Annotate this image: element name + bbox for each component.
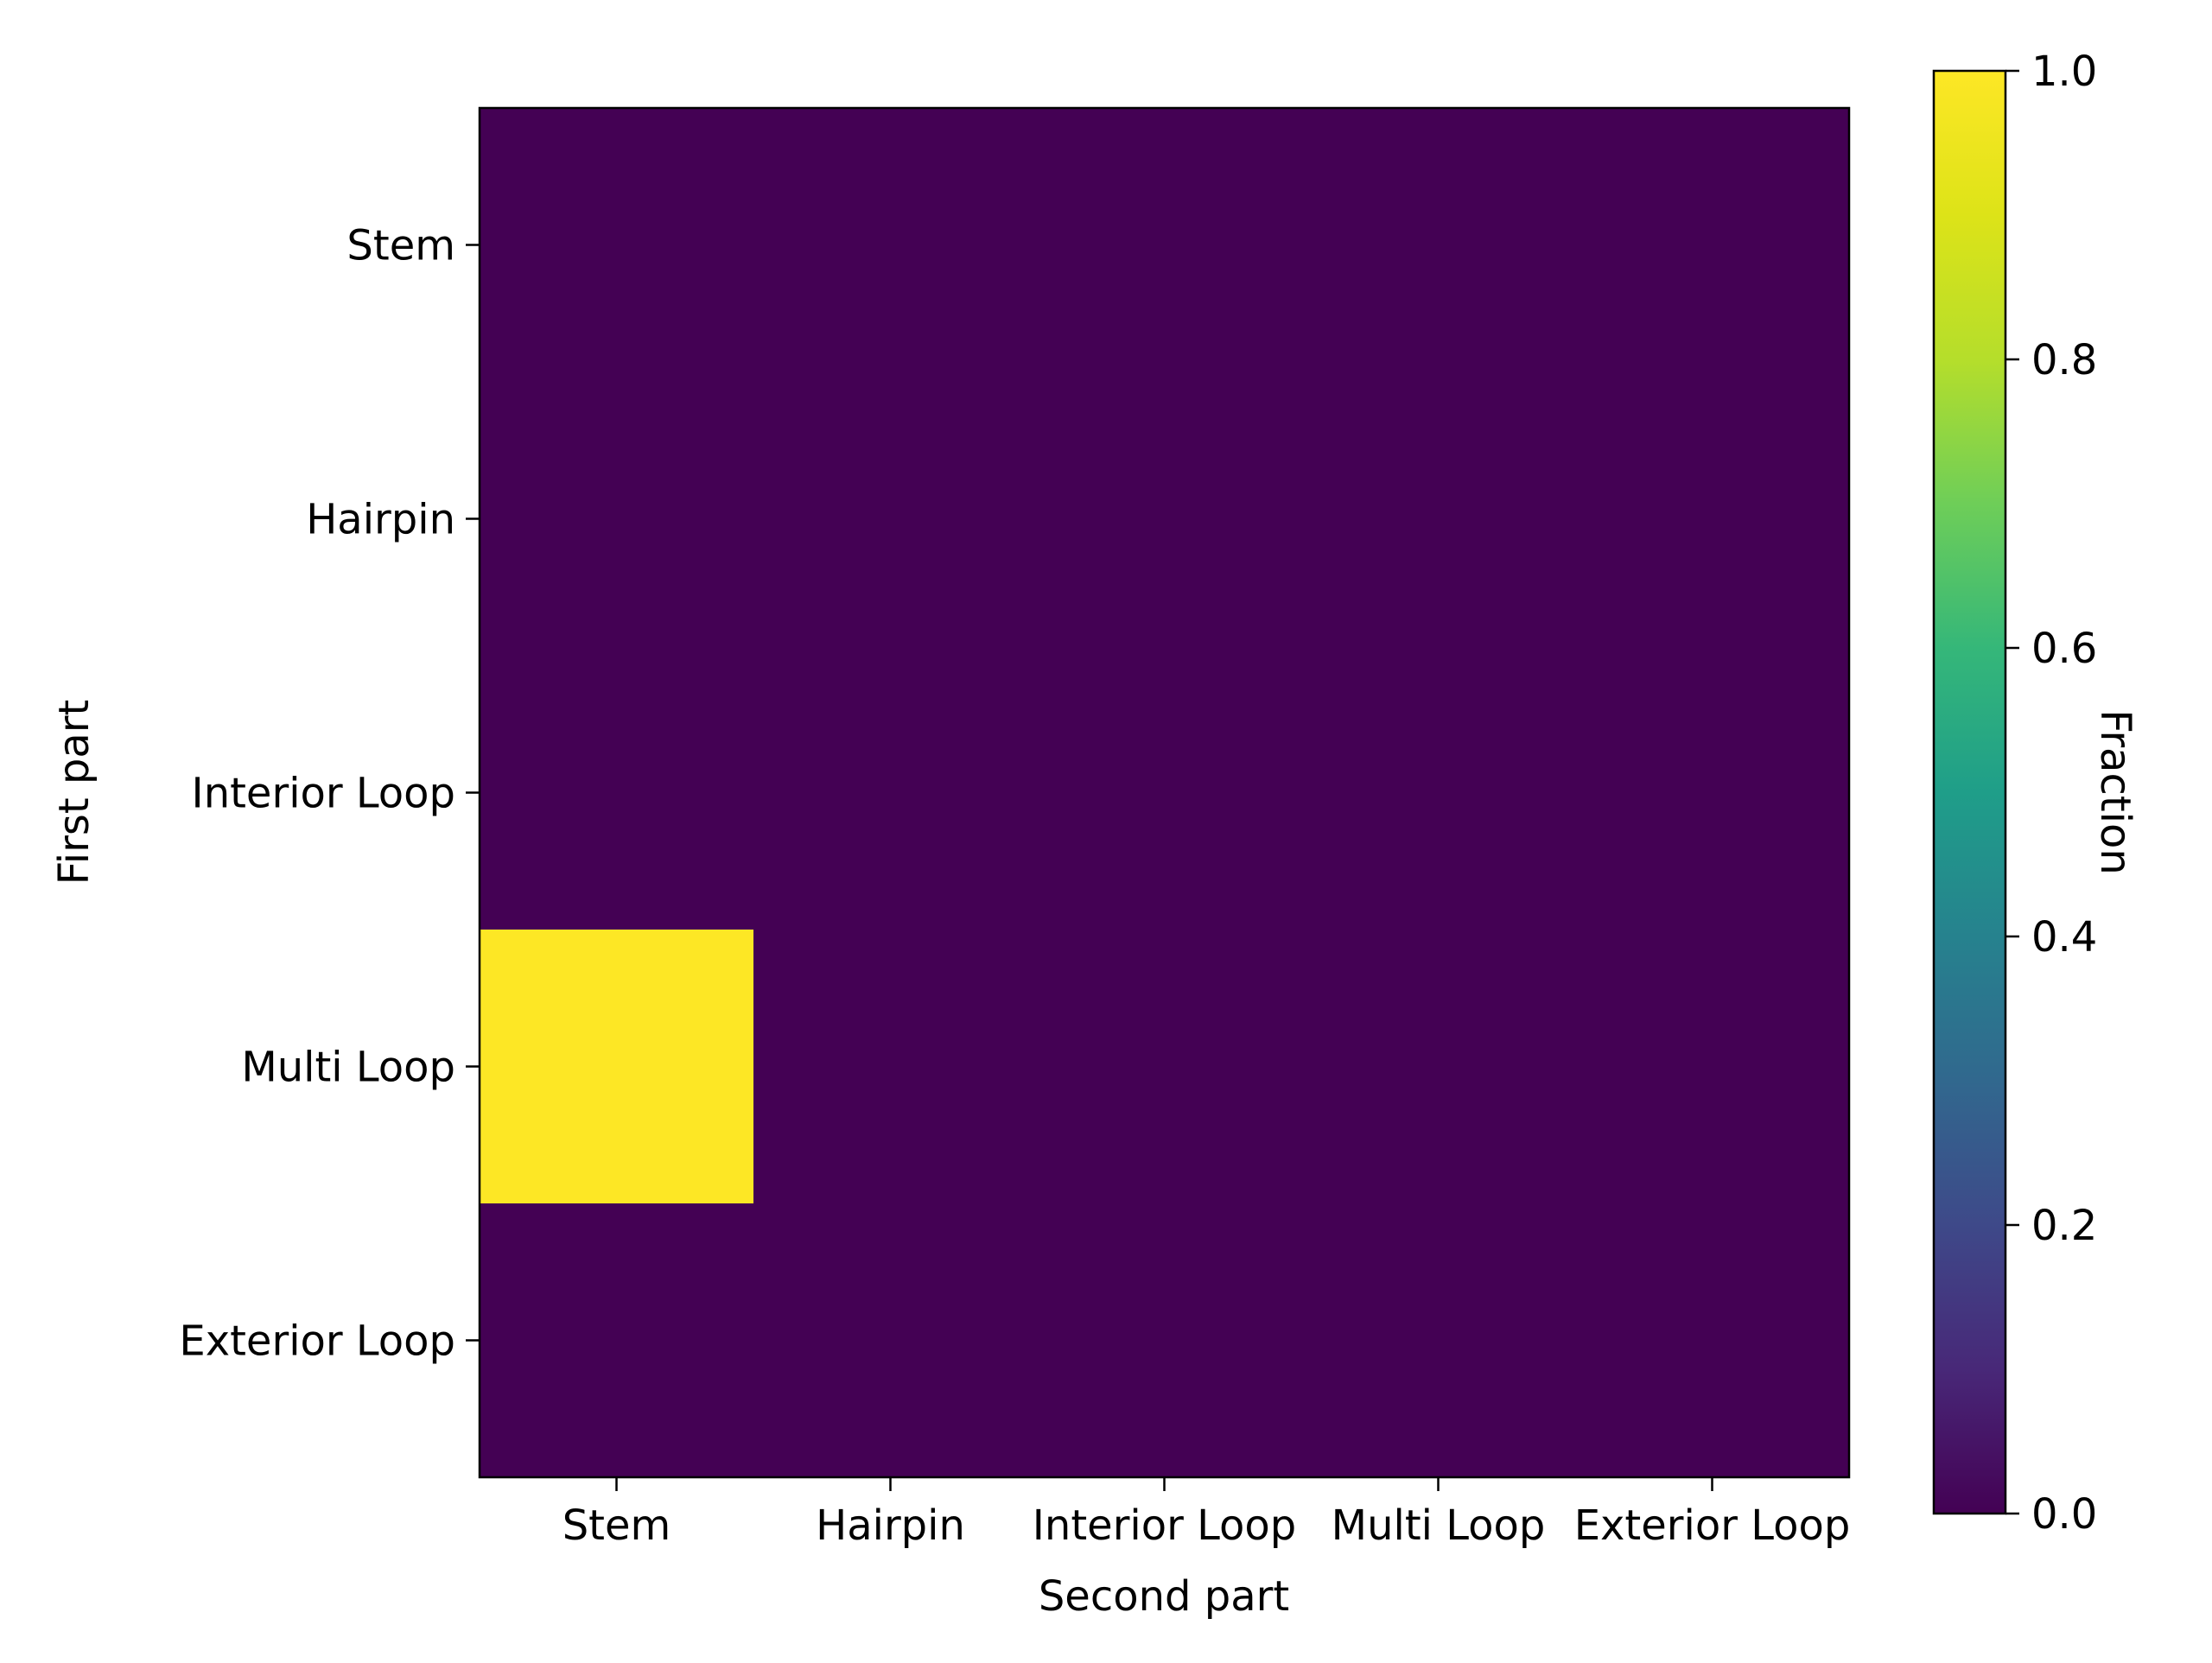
colorbar-ticks: 0.0 0.2 0.4 0.6 0.8 1.0 (2005, 48, 2097, 1539)
heatmap-cell (753, 1203, 1028, 1478)
x-tick-label: Hairpin (816, 1501, 965, 1550)
x-tick-label: Stem (563, 1501, 671, 1550)
x-tick-label: Multi Loop (1332, 1501, 1546, 1550)
y-axis-ticks: Stem Hairpin Interior Loop Multi Loop Exteri… (179, 222, 480, 1366)
x-axis-label: Second part (1039, 1572, 1289, 1621)
heatmap-cell (1301, 108, 1576, 383)
colorbar-gradient (1932, 69, 2007, 1515)
heatmap-cell (1301, 930, 1576, 1204)
y-tick-label: Interior Loop (192, 770, 455, 818)
heatmap-cell (753, 382, 1028, 657)
heatmap-cell (1301, 1203, 1576, 1478)
heatmap-cell (1575, 382, 1850, 657)
x-tick-label: Exterior Loop (1574, 1501, 1851, 1550)
x-tick-label: Interior Loop (1033, 1501, 1296, 1550)
heatmap-cell (1301, 656, 1576, 930)
heatmap-cell (480, 930, 754, 1204)
colorbar-tick-label: 0.4 (2031, 913, 2097, 962)
colorbar-tick-label: 0.2 (2031, 1202, 2097, 1250)
y-tick-label: Stem (346, 222, 455, 270)
colorbar-tick-label: 0.8 (2031, 336, 2097, 384)
colorbar-label: Fraction (2091, 709, 2139, 875)
heatmap-cells (480, 108, 1850, 1478)
colorbar-tick-label: 1.0 (2031, 48, 2097, 96)
heatmap-cell (1027, 1203, 1302, 1478)
heatmap-cell (1027, 382, 1302, 657)
x-axis-ticks: Stem Hairpin Interior Loop Multi Loop Exteri… (563, 1477, 1851, 1550)
colorbar-tick-label: 0.0 (2031, 1490, 2097, 1539)
heatmap-cell (753, 930, 1028, 1204)
heatmap-cell (1575, 108, 1850, 383)
heatmap-cell (480, 382, 754, 657)
heatmap-cell (1575, 656, 1850, 930)
y-tick-label: Multi Loop (241, 1044, 455, 1092)
heatmap-cell (1027, 930, 1302, 1204)
colorbar-tick-label: 0.6 (2031, 625, 2097, 673)
heatmap-cell (480, 108, 754, 383)
heatmap-cell (1575, 1203, 1850, 1478)
y-tick-label: Hairpin (306, 496, 455, 544)
heatmap-cell (1575, 930, 1850, 1204)
heatmap-cell (753, 108, 1028, 383)
heatmap-cell (480, 656, 754, 930)
y-axis-label: First part (50, 700, 99, 885)
heatmap-cell (753, 656, 1028, 930)
heatmap-cell (1027, 656, 1302, 930)
heatmap-cell (1027, 108, 1302, 383)
y-tick-label: Exterior Loop (179, 1317, 455, 1366)
heatmap-cell (480, 1203, 754, 1478)
heatmap-cell (1301, 382, 1576, 657)
